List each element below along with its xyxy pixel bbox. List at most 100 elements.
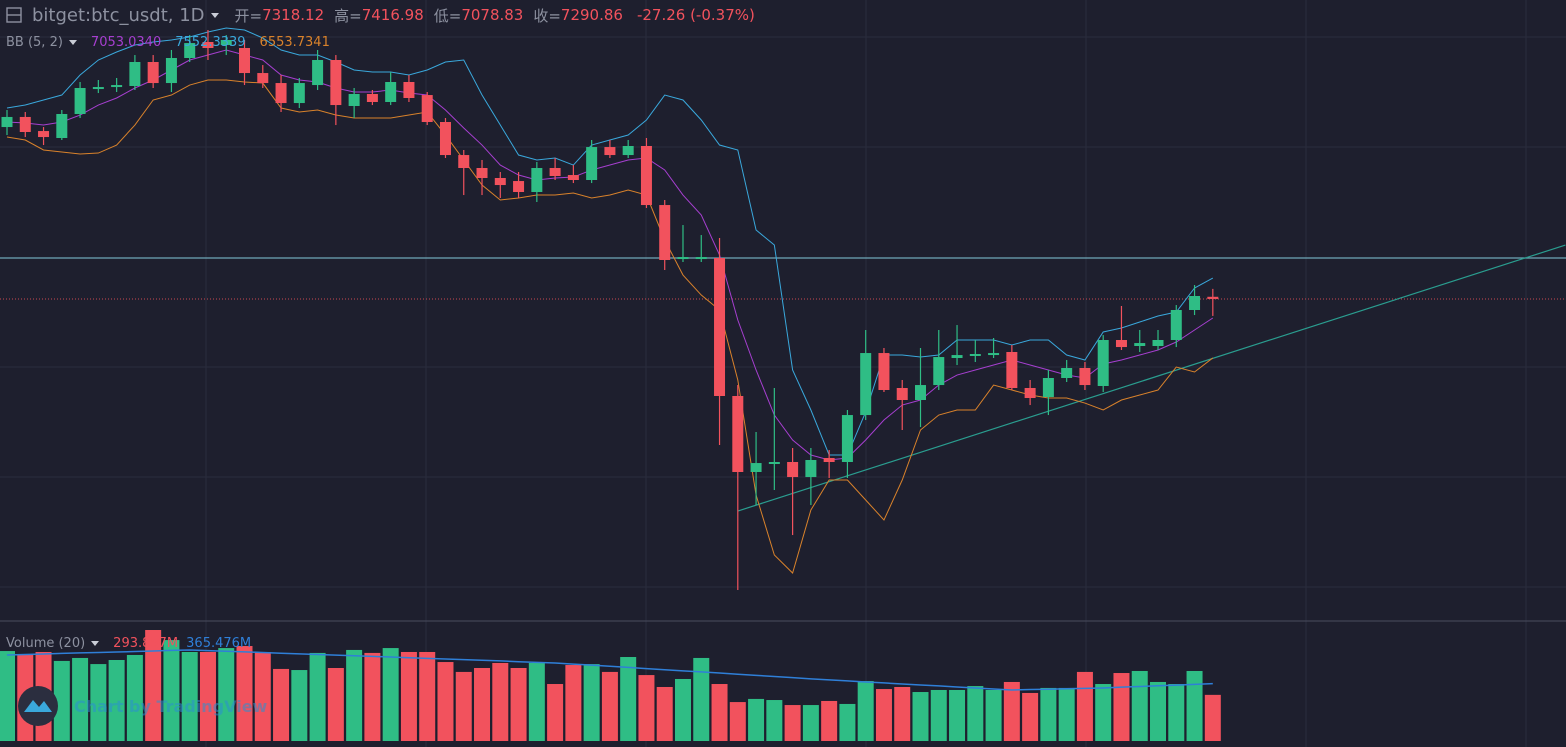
close-label: 收= <box>533 6 561 25</box>
volume-bar <box>236 646 253 741</box>
volume-bar <box>126 654 143 741</box>
volume-bar <box>857 681 874 741</box>
volume-ma-value: 365.476M <box>186 635 252 651</box>
candle-body <box>1097 340 1109 386</box>
symbol: bitget:btc_usdt, 1D <box>32 4 205 26</box>
volume-bar <box>985 689 1002 741</box>
dropdown[interactable] <box>210 12 219 18</box>
volume-bar <box>821 700 838 741</box>
volume-bar <box>291 670 308 741</box>
candle-body <box>841 415 853 462</box>
candle-body <box>860 353 872 416</box>
volume-bar <box>784 705 801 741</box>
volume-value: 293.857M <box>113 635 179 651</box>
bb-name: BB (5, 2) <box>6 34 63 50</box>
candle-body <box>695 257 707 260</box>
dropdown[interactable] <box>91 640 100 646</box>
candle-body <box>1189 296 1201 310</box>
volume-bar <box>875 689 892 741</box>
volume-bar <box>729 702 746 741</box>
volume-bar <box>327 667 344 741</box>
candle-body <box>513 181 525 192</box>
candle-body <box>878 353 890 390</box>
candle-body <box>1 116 13 128</box>
candle-body <box>787 462 799 478</box>
volume-bar <box>273 668 290 741</box>
candle-body <box>129 62 141 86</box>
candle-body <box>951 355 963 358</box>
low-value: 7078.83 <box>461 6 524 24</box>
volume-name: Volume (20) <box>6 635 86 651</box>
candle-body <box>604 147 616 156</box>
candle-body <box>805 460 817 478</box>
volume-bar <box>199 651 216 741</box>
volume-bar <box>108 659 125 741</box>
volume-bar <box>656 686 673 741</box>
candle-body <box>750 463 762 472</box>
volume-bar <box>1113 673 1130 741</box>
candle-body <box>38 131 50 138</box>
candle-body <box>111 85 123 88</box>
bb-middle-value: 7053.0340 <box>90 34 162 50</box>
candle-body <box>220 40 232 46</box>
bb-legend: BB (5, 2) 7053.0340 7552.3339 6553.7341 <box>6 33 330 51</box>
volume-bar <box>1095 684 1112 741</box>
candle-body <box>915 385 926 400</box>
candle-body <box>239 48 251 74</box>
candle-body <box>257 73 269 84</box>
candle-body <box>147 62 159 84</box>
volume-bar <box>145 630 162 741</box>
candle-body <box>293 83 305 104</box>
volume-bar <box>949 689 966 741</box>
volume-bar <box>1150 681 1167 741</box>
candle-body <box>933 357 945 386</box>
candle-body <box>330 60 342 106</box>
candle-body <box>531 168 543 192</box>
volume-bar <box>492 662 509 741</box>
volume-bar <box>1131 670 1148 741</box>
watermark: Chart by TradingView <box>74 697 268 716</box>
dropdown[interactable] <box>68 39 77 45</box>
volume-bar <box>474 667 491 741</box>
candle-body <box>458 155 470 168</box>
candle-body <box>768 462 780 464</box>
candle-body <box>549 168 561 176</box>
volume-bar <box>254 651 271 741</box>
candle-body <box>74 88 86 114</box>
volume-legend: Volume (20) 293.857M 365.476M <box>6 634 251 652</box>
volume-bar <box>674 678 691 741</box>
volume-bar <box>711 684 728 741</box>
candle-body <box>1024 388 1036 398</box>
candle-body <box>385 82 397 102</box>
volume-bar <box>181 651 198 741</box>
volume-bar <box>766 700 783 741</box>
volume-bar <box>1204 694 1221 741</box>
candle-body <box>202 42 214 48</box>
candle-body <box>439 122 451 156</box>
candle-body <box>1061 368 1073 378</box>
volume-bar <box>1022 692 1039 741</box>
candle-body <box>184 43 196 58</box>
candle-body <box>1134 343 1146 346</box>
open-label: 开= <box>234 6 263 25</box>
volume-bar <box>1003 681 1020 741</box>
volume-bar <box>419 651 436 741</box>
volume-bar <box>218 648 235 741</box>
candle-body <box>476 168 488 178</box>
trend-line <box>737 244 1566 512</box>
volume-bar <box>364 652 381 741</box>
volume-bar <box>400 651 417 741</box>
volume-bar <box>1076 671 1093 741</box>
volume-bar <box>565 665 582 741</box>
candle-body <box>622 146 634 156</box>
candle-body <box>403 82 415 98</box>
volume-bar <box>967 686 984 741</box>
candle-body <box>92 87 104 90</box>
volume-bar <box>309 652 326 741</box>
volume-bar <box>839 703 856 741</box>
volume-bar <box>894 686 911 741</box>
volume-bar <box>1168 684 1185 741</box>
candle-body <box>165 58 177 84</box>
